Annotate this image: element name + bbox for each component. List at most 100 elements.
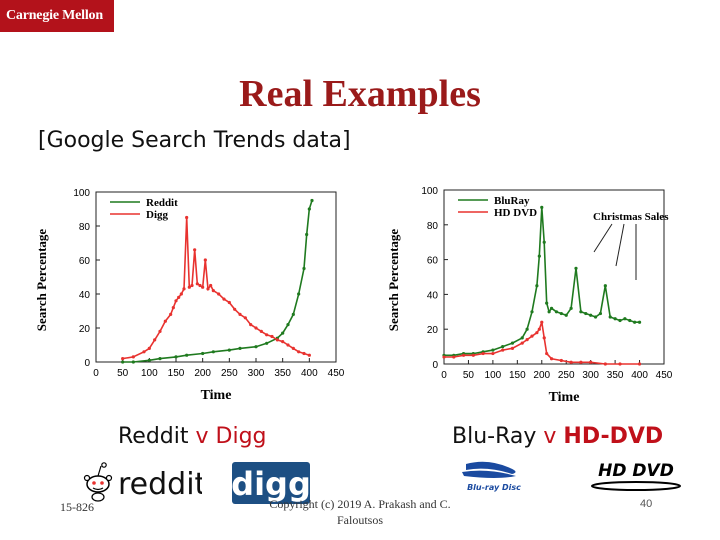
data-point	[579, 310, 583, 314]
y-tick-label: 20	[79, 324, 91, 335]
data-point	[163, 319, 167, 323]
reddit-alien-icon	[83, 462, 113, 502]
data-point	[307, 353, 311, 357]
data-point	[491, 351, 495, 356]
data-point	[291, 312, 295, 316]
data-point	[217, 292, 221, 296]
page-number: 40	[640, 498, 653, 510]
data-point	[265, 333, 269, 337]
x-axis-label: Time	[549, 390, 580, 405]
data-point	[608, 315, 612, 319]
data-point	[254, 345, 258, 349]
x-tick-label: 150	[509, 370, 526, 381]
data-point	[569, 306, 573, 310]
reddit-wordmark: reddit	[118, 467, 202, 502]
data-point	[589, 360, 593, 364]
data-point	[559, 358, 563, 363]
data-point	[265, 341, 269, 345]
series-line-reddit	[122, 200, 313, 363]
caption-hddvd: HD-DVD	[563, 424, 664, 449]
data-point	[310, 198, 314, 203]
data-point	[243, 316, 247, 320]
data-point	[131, 355, 135, 359]
y-tick-label: 60	[79, 256, 91, 267]
data-point	[540, 205, 544, 209]
data-point	[179, 292, 183, 296]
caption-versus: v	[188, 424, 216, 449]
copyright: Copyright (c) 2019 A. Prakash and C. Fal…	[250, 496, 470, 528]
data-point	[193, 248, 197, 252]
series-line-hd-dvd	[444, 321, 640, 365]
y-tick-label: 80	[79, 222, 91, 233]
data-point	[613, 317, 617, 321]
data-point	[633, 320, 637, 324]
y-tick-label: 80	[427, 221, 439, 232]
data-point	[491, 348, 495, 352]
data-point	[286, 323, 290, 327]
x-tick-label: 50	[117, 368, 129, 379]
data-point	[618, 318, 622, 323]
data-point	[203, 258, 207, 262]
data-point	[198, 283, 202, 288]
data-point	[537, 254, 541, 258]
university-logo: Carnegie Mellon	[0, 0, 114, 32]
data-point	[540, 320, 544, 324]
data-point	[195, 282, 199, 286]
data-point	[121, 360, 125, 364]
data-point	[147, 358, 151, 362]
y-axis-label: Search Percentage	[386, 229, 401, 332]
data-point	[227, 348, 231, 352]
caption-versus: v	[536, 424, 564, 449]
data-point	[297, 350, 301, 354]
x-tick-label: 300	[582, 370, 599, 381]
data-point	[297, 292, 301, 296]
data-point	[238, 312, 242, 316]
data-point	[131, 360, 135, 364]
data-point	[305, 232, 309, 237]
x-tick-label: 350	[607, 370, 624, 381]
data-point	[233, 307, 237, 311]
bluray-hddvd-chart: 0 20 40 60 80 100 0 50 100 150 200 250 300 350 400 450…	[386, 186, 673, 405]
hddvd-wordmark: HD DVD	[598, 461, 674, 481]
data-point	[537, 327, 541, 331]
data-point	[171, 306, 175, 310]
data-point	[542, 240, 546, 244]
data-point	[564, 313, 568, 317]
data-point	[185, 215, 189, 220]
data-point	[302, 266, 306, 271]
annotation-arrow	[615, 223, 625, 267]
series-line-digg	[122, 217, 310, 360]
data-point	[559, 311, 563, 316]
data-point	[275, 338, 279, 342]
data-point	[206, 287, 210, 291]
data-point	[174, 355, 178, 359]
data-point	[222, 297, 226, 301]
data-point	[227, 300, 231, 305]
data-point	[254, 326, 258, 330]
x-tick-label: 250	[221, 368, 238, 379]
data-point	[201, 351, 205, 356]
data-point	[589, 313, 593, 317]
data-point	[185, 353, 189, 357]
x-tick-label: 200	[194, 368, 211, 379]
data-point	[501, 348, 505, 352]
data-point	[525, 327, 529, 331]
data-point	[520, 341, 524, 345]
y-tick-label: 100	[73, 188, 90, 199]
data-point	[169, 312, 173, 316]
data-point	[158, 329, 162, 333]
data-point	[549, 357, 554, 361]
data-point	[177, 295, 181, 299]
left-caption: Reddit v Digg	[118, 424, 267, 449]
data-point	[584, 311, 588, 316]
data-point	[569, 360, 573, 364]
y-tick-label: 0	[432, 360, 438, 371]
y-axis-label: Search Percentage	[36, 229, 49, 332]
bluray-wordmark: Blu-ray Disc	[467, 483, 521, 492]
data-point	[270, 334, 274, 339]
data-point	[549, 306, 554, 310]
legend-entry: Digg	[146, 209, 169, 221]
course-number: 15-826	[60, 500, 94, 514]
x-tick-label: 0	[93, 368, 99, 379]
